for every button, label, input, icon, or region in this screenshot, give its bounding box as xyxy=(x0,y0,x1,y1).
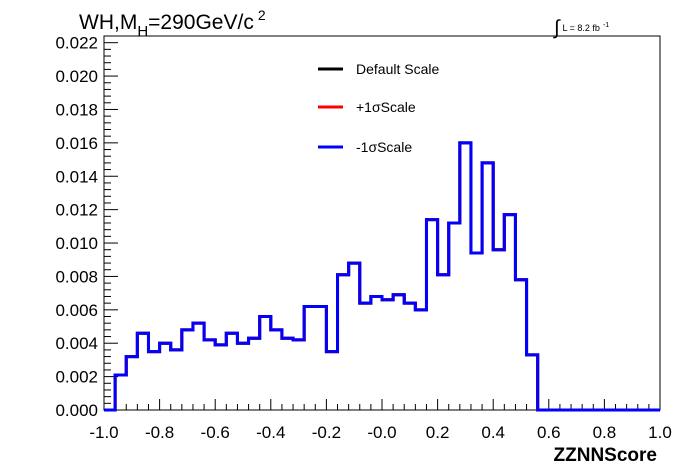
legend-label: -1σScale xyxy=(356,139,412,155)
y-tick-label: 0.000 xyxy=(55,401,98,420)
chart-title: WH,MH=290GeV/c 2 xyxy=(79,7,266,40)
y-axis: 0.000 0.002 0.004 0.006 0.008 0.010 0.012 0.014… xyxy=(55,34,118,420)
y-tick-label: 0.018 xyxy=(55,100,98,119)
y-tick-label: 0.002 xyxy=(55,368,98,387)
x-tick-label: -0.2 xyxy=(312,423,341,442)
y-tick-label: 0.010 xyxy=(55,234,98,253)
x-tick-label: 0.8 xyxy=(593,423,617,442)
y-tick-label: 0.020 xyxy=(55,67,98,86)
x-tick-label: 0.6 xyxy=(537,423,561,442)
legend: Default Scale +1σScale -1σScale xyxy=(318,61,439,155)
x-tick-label: 0.4 xyxy=(481,423,505,442)
series-line xyxy=(104,141,660,412)
y-tick-label: 0.006 xyxy=(55,301,98,320)
y-tick-label: 0.014 xyxy=(55,167,98,186)
x-tick-label: -0.6 xyxy=(201,423,230,442)
series-line xyxy=(104,141,660,412)
y-tick-label: 0.012 xyxy=(55,201,98,220)
x-tick-label: 1.0 xyxy=(648,423,672,442)
series-line xyxy=(104,141,660,412)
x-axis-label: ZZNNScore xyxy=(554,445,657,466)
y-tick-label: 0.004 xyxy=(55,334,98,353)
y-tick-label: 0.022 xyxy=(55,34,98,53)
x-axis: -1.0 -0.8 -0.6 -0.4 -0.2 -0.0 0.2 0.4 0.6 0.8 1.0 xyxy=(89,399,672,442)
x-tick-label: 0.2 xyxy=(426,423,450,442)
plot-frame xyxy=(103,35,661,411)
x-tick-label: -1.0 xyxy=(89,423,118,442)
x-tick-label: -0.0 xyxy=(367,423,396,442)
y-tick-label: 0.008 xyxy=(55,267,98,286)
legend-label: +1σScale xyxy=(356,99,416,115)
histogram-series xyxy=(104,141,660,412)
x-tick-label: -0.4 xyxy=(256,423,285,442)
legend-label: Default Scale xyxy=(356,61,439,77)
y-tick-label: 0.016 xyxy=(55,134,98,153)
lumi-label: ∫ L = 8.2 fb -1 xyxy=(553,17,609,39)
x-tick-label: -0.8 xyxy=(145,423,174,442)
